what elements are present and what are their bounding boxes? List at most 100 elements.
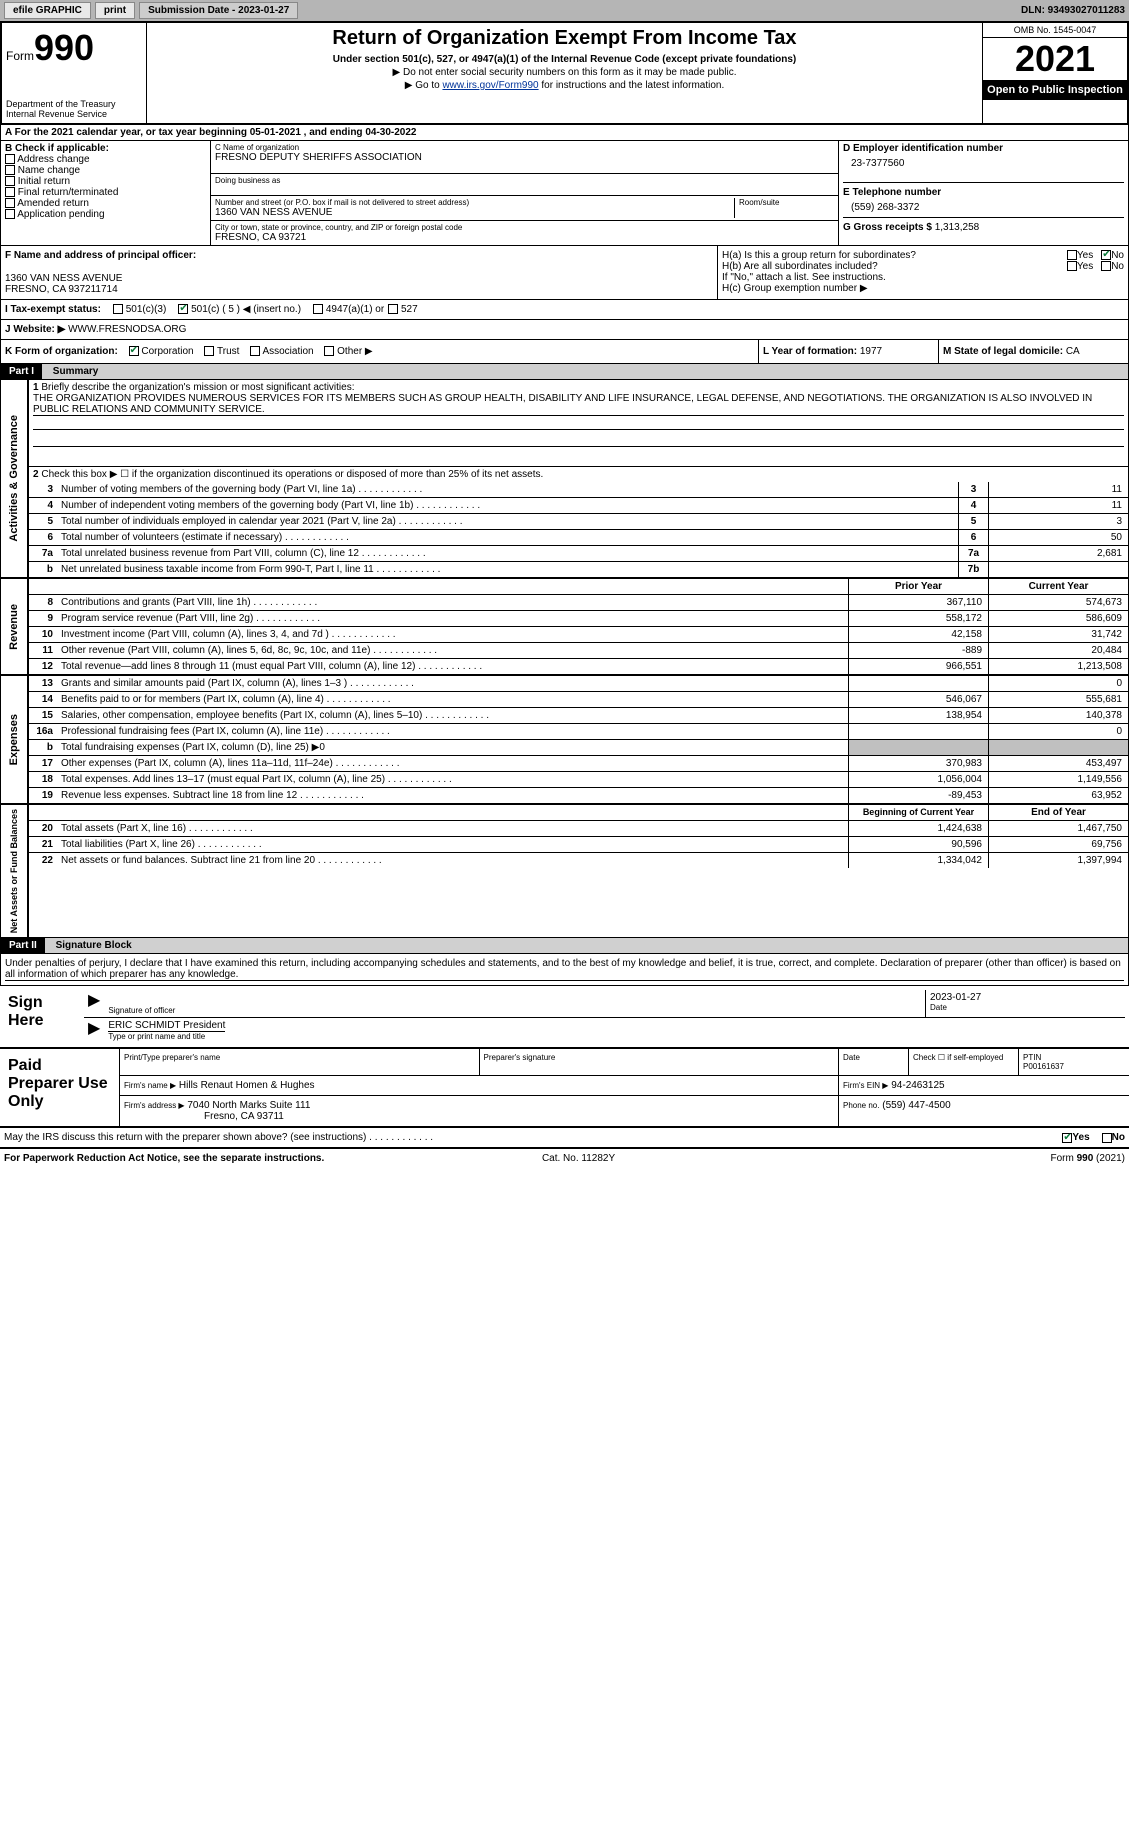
firm-name-label: Firm's name ▶ — [124, 1081, 176, 1090]
tel-value: (559) 268-3372 — [843, 198, 1124, 217]
check-name-change[interactable]: Name change — [5, 165, 206, 176]
m-label: M State of legal domicile: — [943, 346, 1063, 357]
col-end: End of Year — [988, 805, 1128, 820]
check-address-change[interactable]: Address change — [5, 154, 206, 165]
i-opt2[interactable]: 501(c) ( 5 ) ◀ (insert no.) — [178, 304, 301, 315]
ptin-value: P00161637 — [1023, 1062, 1064, 1071]
summary-row: 8 Contributions and grants (Part VIII, l… — [29, 595, 1128, 611]
top-toolbar: efile GRAPHIC print Submission Date - 20… — [0, 0, 1129, 21]
check-application[interactable]: Application pending — [5, 209, 206, 220]
discuss-row: May the IRS discuss this return with the… — [0, 1128, 1129, 1148]
summary-row: 7a Total unrelated business revenue from… — [29, 546, 1128, 562]
open-inspection: Open to Public Inspection — [983, 80, 1127, 100]
declaration: Under penalties of perjury, I declare th… — [0, 954, 1129, 986]
paid-preparer-block: Paid Preparer Use Only Print/Type prepar… — [0, 1049, 1129, 1128]
gross-value: 1,313,258 — [935, 222, 980, 233]
sig-name-label: Type or print name and title — [108, 1032, 1121, 1041]
org-name: FRESNO DEPUTY SHERIFFS ASSOCIATION — [215, 152, 834, 163]
firm-ein: 94-2463125 — [891, 1080, 944, 1091]
line1-num: 1 — [33, 382, 39, 393]
i-opt4[interactable]: 527 — [388, 304, 417, 315]
side-net: Net Assets or Fund Balances — [7, 805, 21, 937]
check-amended[interactable]: Amended return — [5, 198, 206, 209]
addr-label: Number and street (or P.O. box if mail i… — [215, 198, 734, 207]
arrow-icon: ▶ — [84, 990, 104, 1017]
sign-here-label: Sign Here — [0, 986, 80, 1047]
summary-row: 9 Program service revenue (Part VIII, li… — [29, 611, 1128, 627]
summary-row: 6 Total number of volunteers (estimate i… — [29, 530, 1128, 546]
form-number: Form990 — [6, 27, 142, 69]
page-footer: For Paperwork Reduction Act Notice, see … — [0, 1148, 1129, 1168]
hb-no[interactable]: No — [1101, 261, 1124, 272]
arrow-icon: ▶ — [84, 1018, 104, 1043]
dept-label: Department of the Treasury — [6, 99, 142, 109]
form-subtitle: Under section 501(c), 527, or 4947(a)(1)… — [151, 54, 978, 65]
summary-row: 15 Salaries, other compensation, employe… — [29, 708, 1128, 724]
expenses-section: Expenses 13 Grants and similar amounts p… — [0, 674, 1129, 803]
col-b-title: B Check if applicable: — [5, 143, 206, 154]
irs-link[interactable]: www.irs.gov/Form990 — [442, 80, 538, 91]
f-addr2: FRESNO, CA 937211714 — [5, 284, 713, 295]
discuss-yes[interactable]: Yes — [1062, 1132, 1089, 1143]
addr-value: 1360 VAN NESS AVENUE — [215, 207, 734, 218]
firm-name: Hills Renaut Homen & Hughes — [179, 1080, 315, 1091]
summary-row: 14 Benefits paid to or for members (Part… — [29, 692, 1128, 708]
org-name-label: C Name of organization — [215, 143, 834, 152]
city-value: FRESNO, CA 93721 — [215, 232, 834, 243]
m-value: CA — [1066, 346, 1080, 357]
omb-number: OMB No. 1545-0047 — [983, 23, 1127, 38]
ha-no[interactable]: No — [1101, 250, 1124, 261]
summary-row: 10 Investment income (Part VIII, column … — [29, 627, 1128, 643]
summary-row: 17 Other expenses (Part IX, column (A), … — [29, 756, 1128, 772]
side-revenue: Revenue — [6, 600, 22, 654]
f-addr1: 1360 VAN NESS AVENUE — [5, 273, 713, 284]
k-trust[interactable]: Trust — [204, 346, 239, 357]
tax-status-website-row: I Tax-exempt status: 501(c)(3) 501(c) ( … — [0, 300, 1129, 340]
firm-ein-label: Firm's EIN ▶ — [843, 1081, 888, 1090]
line1-text: THE ORGANIZATION PROVIDES NUMEROUS SERVI… — [33, 393, 1124, 416]
i-label: I Tax-exempt status: — [5, 304, 101, 315]
discuss-no[interactable]: No — [1102, 1132, 1125, 1143]
prep-self-label: Check ☐ if self-employed — [909, 1049, 1019, 1075]
f-label: F Name and address of principal officer: — [5, 250, 713, 261]
firm-addr2: Fresno, CA 93711 — [204, 1111, 284, 1122]
k-other[interactable]: Other ▶ — [324, 346, 372, 357]
summary-row: 22 Net assets or fund balances. Subtract… — [29, 853, 1128, 868]
prep-sig-label: Preparer's signature — [480, 1049, 840, 1075]
summary-row: 13 Grants and similar amounts paid (Part… — [29, 676, 1128, 692]
summary-row: 5 Total number of individuals employed i… — [29, 514, 1128, 530]
i-opt1[interactable]: 501(c)(3) — [113, 304, 166, 315]
ha-yes[interactable]: Yes — [1067, 250, 1093, 261]
j-value: WWW.FRESNODSA.ORG — [68, 324, 186, 335]
prep-date-label: Date — [839, 1049, 909, 1075]
discuss-q: May the IRS discuss this return with the… — [4, 1132, 1062, 1143]
k-assoc[interactable]: Association — [250, 346, 313, 357]
net-assets-section: Net Assets or Fund Balances Beginning of… — [0, 803, 1129, 938]
check-initial-return[interactable]: Initial return — [5, 176, 206, 187]
footer-mid: Cat. No. 11282Y — [542, 1153, 615, 1164]
col-prior: Prior Year — [848, 579, 988, 594]
check-final-return[interactable]: Final return/terminated — [5, 187, 206, 198]
summary-row: 16a Professional fundraising fees (Part … — [29, 724, 1128, 740]
revenue-section: Revenue Prior Year Current Year 8 Contri… — [0, 577, 1129, 674]
efile-button[interactable]: efile GRAPHIC — [4, 2, 91, 19]
ein-label: D Employer identification number — [843, 143, 1124, 154]
k-label: K Form of organization: — [5, 346, 118, 357]
k-corp[interactable]: Corporation — [129, 346, 194, 357]
summary-row: 4 Number of independent voting members o… — [29, 498, 1128, 514]
ein-value: 23-7377560 — [843, 154, 1124, 173]
print-button[interactable]: print — [95, 2, 135, 19]
line1-label: Briefly describe the organization's miss… — [41, 382, 354, 393]
dba-label: Doing business as — [215, 176, 834, 185]
gross-label: G Gross receipts $ — [843, 222, 932, 233]
firm-addr1: 7040 North Marks Suite 111 — [187, 1100, 310, 1111]
summary-row: 3 Number of voting members of the govern… — [29, 482, 1128, 498]
hb-yes[interactable]: Yes — [1067, 261, 1093, 272]
footer-right: Form 990 (2021) — [1050, 1153, 1124, 1164]
part1-header: Part I Summary — [0, 364, 1129, 380]
l-value: 1977 — [860, 346, 882, 357]
summary-row: 18 Total expenses. Add lines 13–17 (must… — [29, 772, 1128, 788]
summary-row: 12 Total revenue—add lines 8 through 11 … — [29, 659, 1128, 674]
i-opt3[interactable]: 4947(a)(1) or — [313, 304, 384, 315]
firm-phone: (559) 447-4500 — [882, 1100, 950, 1111]
